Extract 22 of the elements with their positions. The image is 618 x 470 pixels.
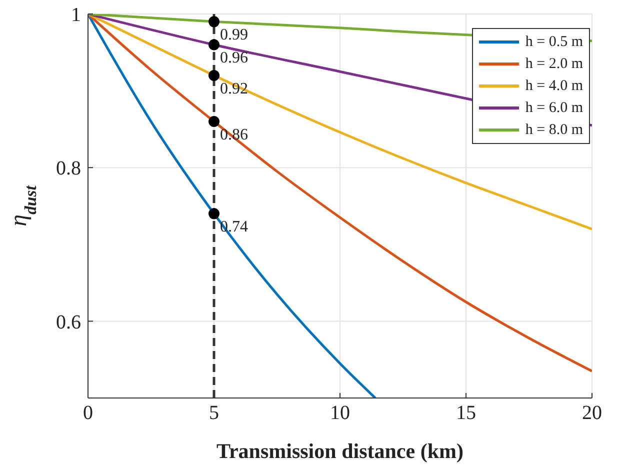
data-label: 0.92: [220, 80, 248, 98]
x-axis-title: Transmission distance (km): [216, 439, 464, 463]
data-label: 0.96: [220, 50, 248, 67]
point: [208, 39, 220, 50]
y-tick-label: 0.8: [56, 158, 81, 180]
legend-label: h = 8.0 m: [525, 121, 583, 140]
legend-label: h = 0.5 m: [525, 33, 583, 52]
point: [208, 116, 220, 128]
point: [208, 16, 220, 28]
point: [208, 208, 220, 220]
x-tick-label: 0: [83, 402, 93, 424]
x-tick-label: 15: [456, 402, 476, 424]
y-tick-label: 1: [71, 4, 81, 26]
data-label: 0.99: [220, 26, 248, 44]
y-tick-label: 0.6: [56, 311, 81, 334]
legend-label: h = 4.0 m: [525, 77, 583, 96]
point: [208, 70, 220, 81]
x-tick-label: 10: [330, 402, 350, 424]
x-tick-label: 5: [209, 402, 219, 424]
legend-label: h = 2.0 m: [525, 55, 583, 74]
legend-label: h = 6.0 m: [525, 99, 583, 118]
x-tick-label: 20: [582, 402, 602, 424]
